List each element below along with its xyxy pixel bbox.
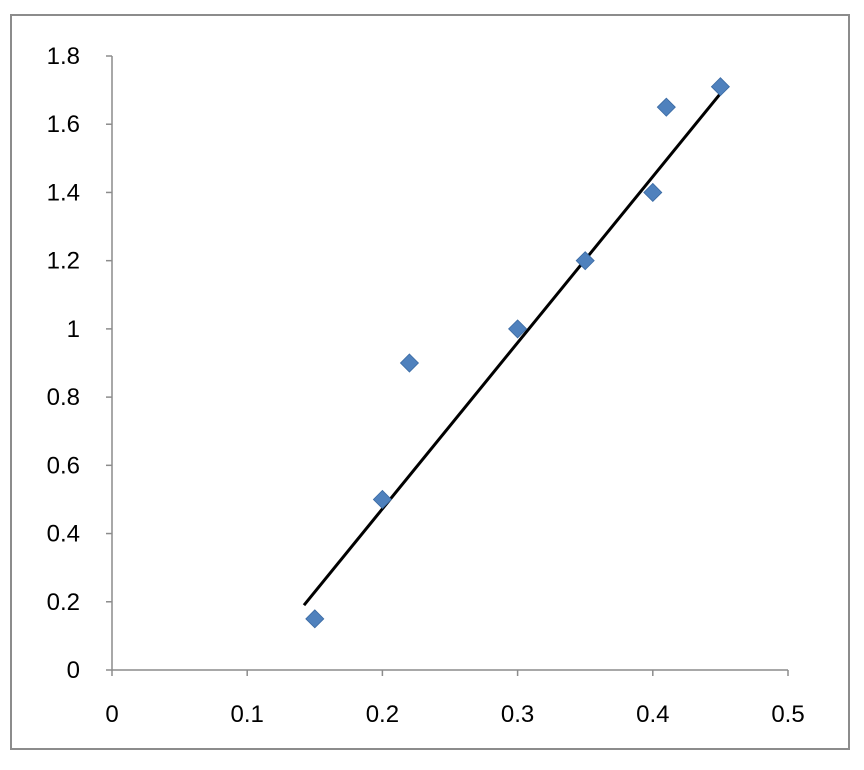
x-tick-label: 0 (105, 701, 118, 728)
x-tick-label: 0.5 (771, 701, 804, 728)
x-axis-ticks: 0 0.1 0.2 0.3 0.4 0.5 (105, 670, 805, 728)
data-point (575, 251, 595, 271)
y-axis-ticks: 0 0.2 0.4 0.6 0.8 1 1.2 1.4 1.6 1.8 (47, 43, 112, 684)
y-tick-label: 1.4 (47, 179, 80, 206)
data-point (643, 182, 663, 203)
trendline (302, 92, 722, 607)
y-tick-label: 1.6 (47, 111, 80, 138)
data-point (508, 319, 528, 339)
y-tick-label: 1 (67, 316, 80, 343)
x-tick-label: 0.1 (231, 701, 264, 728)
x-tick-label: 0.2 (366, 701, 399, 728)
x-tick-label: 0.3 (501, 701, 534, 728)
data-point (305, 609, 325, 629)
y-tick-label: 0.4 (47, 521, 80, 548)
data-point (656, 97, 676, 117)
chart-frame (10, 14, 850, 750)
y-tick-label: 0.2 (47, 589, 80, 616)
y-tick-label: 0.6 (47, 452, 80, 479)
y-tick-label: 0 (67, 657, 80, 684)
data-point (710, 77, 730, 97)
y-tick-label: 1.2 (47, 248, 80, 275)
data-point (399, 353, 420, 373)
data-point (372, 489, 392, 510)
x-tick-label: 0.4 (636, 701, 669, 728)
y-tick-label: 1.8 (47, 43, 80, 70)
trendline-layer (302, 92, 722, 607)
data-points (305, 77, 730, 629)
axes (111, 56, 788, 671)
y-tick-label: 0.8 (47, 384, 80, 411)
